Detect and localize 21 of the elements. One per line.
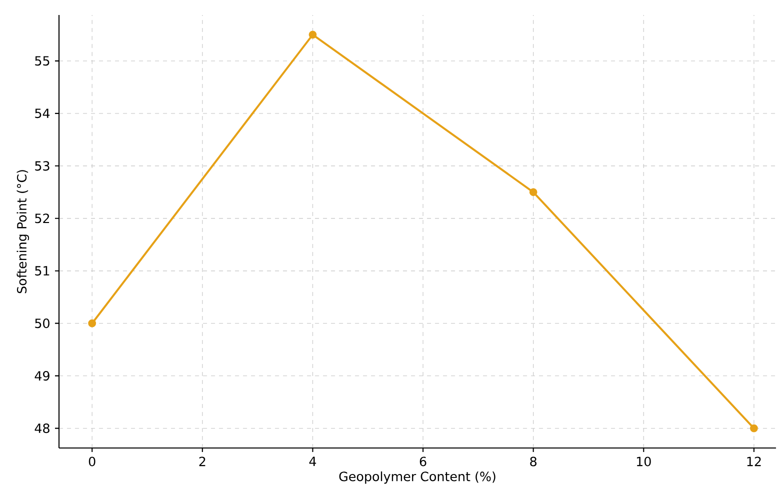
point: [88, 319, 96, 328]
x-tick-label: 8: [530, 456, 536, 466]
x-axis-title: Geopolymer Content (%): [339, 471, 496, 484]
x-tick-label: 0: [88, 456, 96, 466]
x-tick-label: 12: [747, 456, 761, 466]
y-tick-label: 54: [35, 108, 50, 118]
x-tick-label: 10: [636, 456, 651, 466]
y-axis-title: Softening Point (°C): [16, 170, 30, 294]
y-tick-label: 52: [35, 214, 50, 224]
x-tick-label: 2: [199, 456, 206, 466]
y-tick-label: 49: [34, 370, 50, 381]
point: [529, 188, 538, 196]
point: [750, 424, 758, 432]
x-tick-label: 6: [420, 456, 426, 466]
point: [308, 30, 317, 39]
y-tick-label: 48: [34, 423, 50, 434]
x-tick-label: 4: [309, 456, 316, 466]
y-tick-label: 55: [35, 56, 50, 66]
y-tick-label: 53: [35, 161, 50, 171]
y-tick-label: 51: [35, 266, 50, 276]
y-tick-label: 50: [35, 318, 50, 328]
